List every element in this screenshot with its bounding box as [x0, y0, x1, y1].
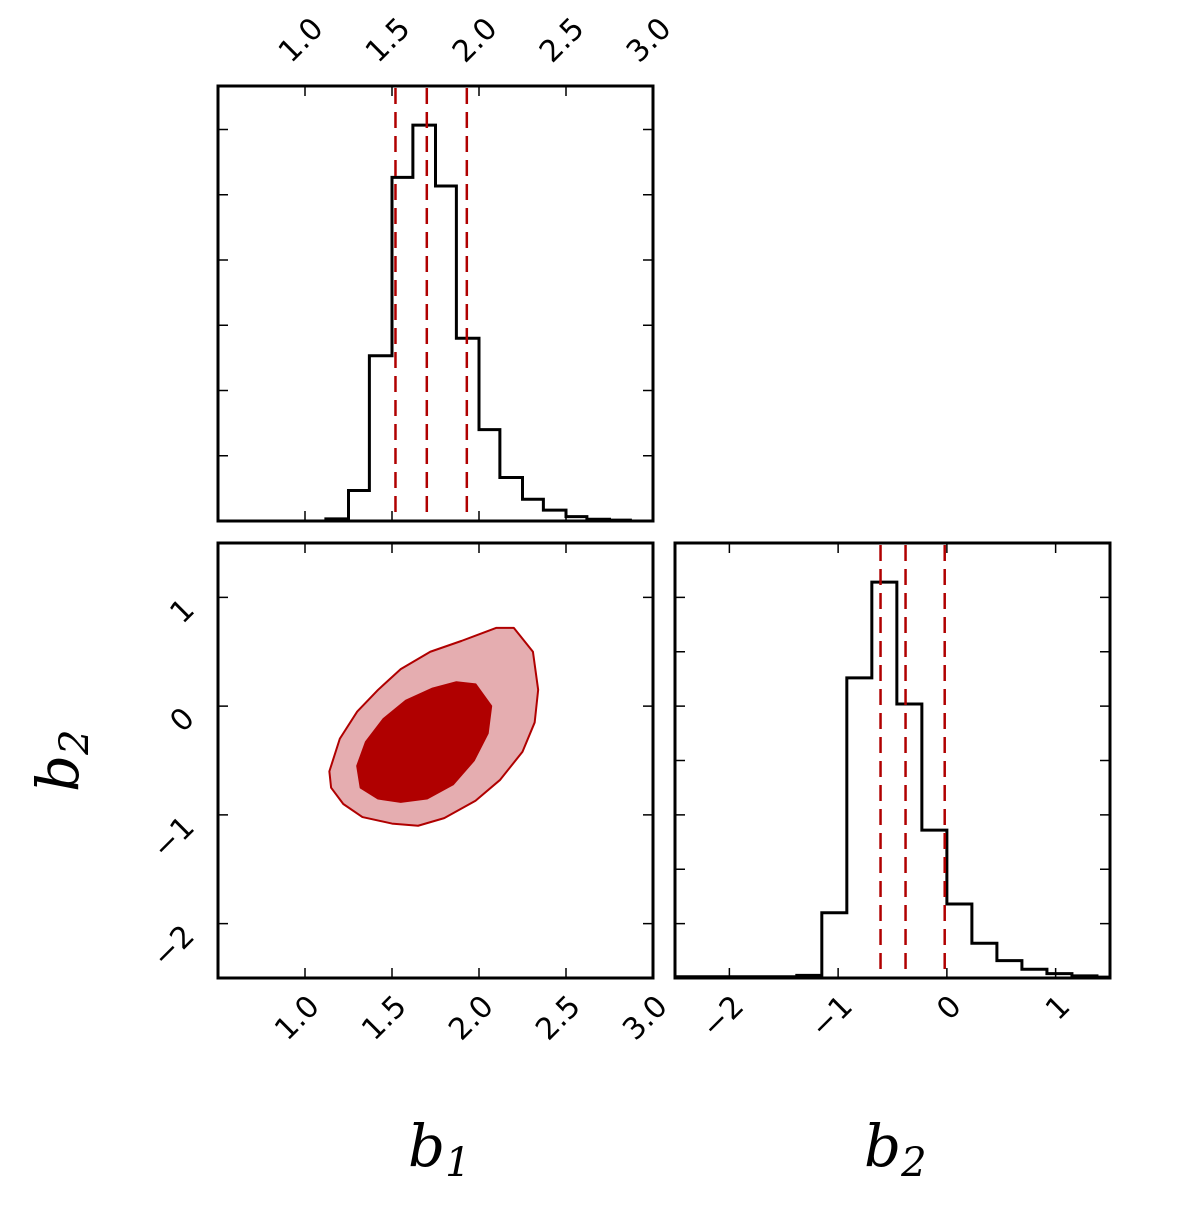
panel-b1-b2-contour: 1.0 1.5 2.0 2.5 3.0 −2 −1 0 1 — [146, 541, 675, 1047]
b1-hist-bar — [500, 478, 523, 522]
b2-hist-bar — [972, 943, 997, 978]
y-axis-label-b2: b2 — [24, 729, 98, 792]
b1-hist-bar — [369, 356, 392, 521]
b2-hist-x-tick-label: 0 — [930, 989, 968, 1027]
contour-frame — [216, 541, 655, 980]
contour-x-tick-label: 1.5 — [355, 989, 413, 1047]
b2-hist-x-tick-label: −1 — [804, 989, 860, 1045]
contour-x-tick-label: 2.5 — [529, 989, 587, 1047]
b2-hist-bar — [822, 913, 847, 978]
b1-hist-bar — [523, 499, 544, 521]
contour-x-tick-label: 3.0 — [616, 989, 674, 1047]
x-axis-label-b1-sub: 1 — [445, 1140, 470, 1186]
b2-hist-outline — [673, 580, 1112, 979]
b2-hist-bar — [947, 904, 972, 978]
y-axis-label-b2-main: b — [24, 755, 92, 792]
b1-hist-top-tick-label: 2.5 — [533, 11, 591, 69]
panel-b2-histogram: −2 −1 0 1 — [673, 541, 1112, 1045]
b1-hist-bar — [392, 177, 413, 521]
contour-inner — [356, 681, 493, 803]
x-axis-label-b2-sub: 2 — [900, 1140, 926, 1186]
b1-hist-bar — [413, 125, 436, 521]
b1-hist-top-tick-label: 2.0 — [446, 11, 504, 69]
contour-y-tick-label: 1 — [163, 592, 201, 630]
x-axis-label-b1: b1 — [408, 1112, 471, 1186]
b1-hist-frame — [216, 84, 655, 523]
b2-hist-x-tick-label: −2 — [695, 989, 751, 1045]
contour-y-tick-label: 0 — [163, 701, 201, 739]
b2-hist-frame — [673, 541, 1112, 980]
contour-y-tick-label: −1 — [146, 810, 202, 866]
b1-hist-bar — [543, 510, 566, 521]
contour-x-tick-label: 1.0 — [268, 989, 326, 1047]
b1-hist-top-tick-label: 1.5 — [359, 11, 417, 69]
b1-hist-bar — [349, 491, 370, 521]
b1-hist-top-tick-label: 3.0 — [620, 11, 678, 69]
x-axis-label-b2-main: b — [864, 1112, 901, 1180]
y-axis-label-b2-sub: 2 — [52, 729, 98, 755]
contour-y-tick-label: −2 — [146, 919, 202, 975]
x-axis-label-b1-main: b — [408, 1112, 445, 1180]
b2-hist-bar — [997, 961, 1022, 978]
x-axis-label-b2: b2 — [864, 1112, 927, 1186]
b1-hist-bar — [479, 430, 500, 521]
b1-hist-outline — [324, 123, 632, 522]
panel-b1-histogram: 1.0 1.5 2.0 2.5 3.0 — [216, 11, 678, 523]
b2-hist-bar — [872, 582, 897, 978]
b2-hist-bar — [897, 704, 922, 978]
contour-x-tick-label: 2.0 — [442, 989, 500, 1047]
b1-hist-bar — [436, 186, 457, 521]
b2-hist-bar — [922, 830, 947, 978]
b2-hist-bar — [847, 678, 872, 978]
b2-hist-x-tick-label: 1 — [1039, 989, 1077, 1027]
b1-hist-top-tick-label: 1.0 — [272, 11, 330, 69]
